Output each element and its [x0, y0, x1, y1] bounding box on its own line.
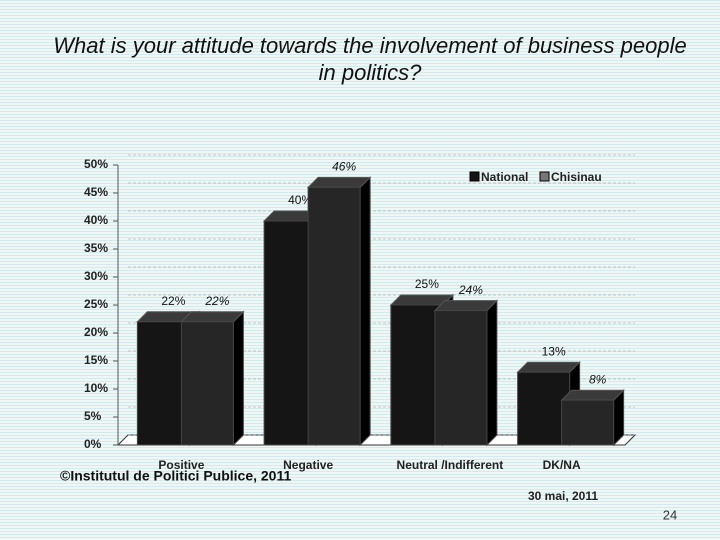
bar-side [359, 176, 371, 447]
x-tick-label: DK/NA [543, 458, 581, 472]
value-label: 46% [332, 160, 356, 174]
y-tick-label: 30% [84, 269, 108, 283]
legend-label: Chisinau [551, 170, 602, 184]
y-tick-label: 0% [84, 437, 102, 451]
y-tick-label: 20% [84, 325, 108, 339]
legend-label: National [481, 170, 528, 184]
bar-top [306, 176, 372, 188]
bar-top [516, 361, 581, 373]
x-tick-label: Neutral /Indifferent [397, 458, 504, 472]
y-tick-label: 15% [84, 353, 108, 367]
y-tick-label: 25% [84, 297, 108, 311]
value-label: 13% [542, 344, 566, 358]
value-label: 25% [415, 277, 439, 291]
x-tick-label: Negative [283, 458, 333, 472]
value-label: 24% [458, 283, 483, 297]
bar [180, 321, 234, 446]
y-tick-label: 10% [84, 381, 108, 395]
value-label: 22% [204, 294, 229, 308]
bar-side [232, 310, 244, 447]
value-label: 22% [161, 294, 185, 308]
bar-top [180, 311, 245, 323]
y-tick-label: 40% [84, 213, 108, 227]
bar [136, 321, 190, 446]
bar [307, 186, 361, 446]
y-tick-label: 5% [84, 409, 102, 423]
bar [561, 399, 615, 446]
source-note: ©Institutul de Politici Publice, 2011 [60, 468, 291, 484]
page-number: 24 [663, 507, 677, 522]
bar [517, 371, 571, 446]
bar-side [486, 299, 498, 447]
value-label: 40% [288, 193, 312, 207]
y-tick-label: 45% [84, 185, 108, 199]
y-tick-label: 35% [84, 241, 108, 255]
date: 30 mai, 2011 [528, 489, 598, 503]
y-tick-label: 50% [84, 157, 108, 171]
legend-swatch [539, 171, 550, 182]
bar-top [433, 300, 499, 312]
legend-swatch [469, 171, 480, 182]
chart-title: What is your attitude towards the involv… [53, 33, 687, 85]
bar [390, 304, 444, 446]
bar [263, 220, 317, 446]
value-label: 8% [589, 372, 607, 386]
bar-top [560, 389, 625, 401]
x-tick-label: Positive [158, 458, 204, 472]
bar [434, 310, 488, 446]
